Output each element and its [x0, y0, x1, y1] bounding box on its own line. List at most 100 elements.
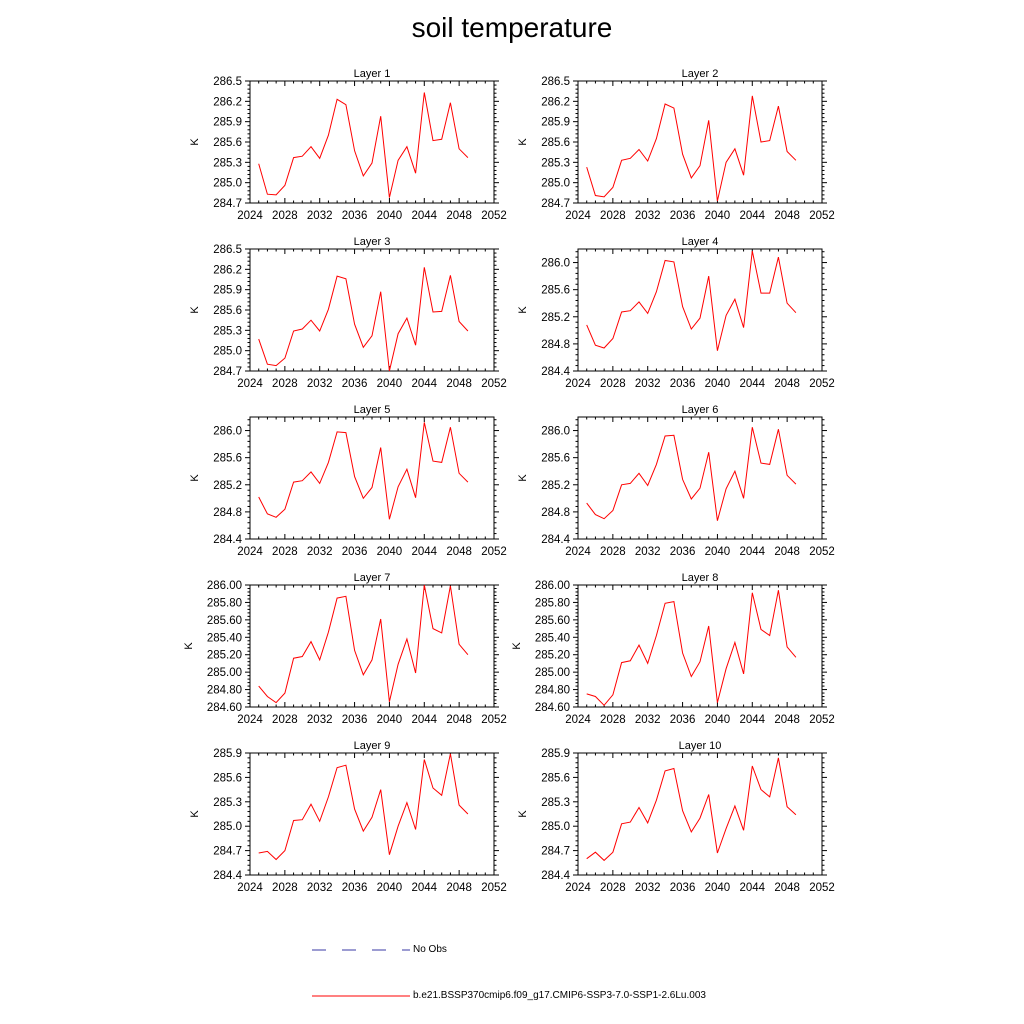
x-tick-label: 2044 [411, 546, 437, 558]
x-tick-label: 2040 [705, 714, 731, 726]
x-tick-label: 2036 [342, 210, 368, 222]
y-tick-label: 285.3 [213, 157, 242, 169]
panel-title: Layer 4 [682, 236, 719, 248]
y-tick-label: 285.6 [541, 772, 570, 784]
x-tick-label: 2024 [237, 882, 263, 894]
y-axis-label: K [189, 306, 201, 314]
chart-panel-1: Layer 1 K 2024 2028 2032 2036 2040 2044 2048 2052… [189, 68, 507, 222]
y-axis-label: K [511, 642, 523, 650]
panel-title: Layer 10 [679, 740, 722, 752]
panel-title: Layer 3 [354, 236, 391, 248]
y-tick-label: 284.80 [535, 685, 570, 697]
y-tick-label: 285.20 [207, 650, 242, 662]
x-tick-label: 2044 [739, 378, 765, 390]
x-tick-label: 2048 [446, 882, 472, 894]
x-tick-label: 2040 [705, 546, 731, 558]
y-tick-label: 284.60 [535, 702, 570, 714]
y-tick-label: 285.9 [213, 285, 242, 297]
y-axis-label: K [183, 642, 195, 650]
y-axis-label: K [517, 474, 529, 482]
x-tick-label: 2044 [411, 210, 437, 222]
x-tick-label: 2044 [739, 882, 765, 894]
y-tick-label: 286.2 [541, 96, 570, 108]
y-tick-label: 285.9 [541, 117, 570, 129]
x-tick-label: 2024 [565, 882, 591, 894]
x-tick-label: 2044 [411, 714, 437, 726]
y-tick-label: 285.9 [213, 117, 242, 129]
y-tick-label: 284.7 [541, 846, 570, 858]
x-tick-label: 2036 [342, 546, 368, 558]
x-tick-label: 2028 [272, 210, 298, 222]
y-axis-label: K [517, 306, 529, 314]
y-tick-label: 285.3 [541, 157, 570, 169]
x-tick-label: 2032 [307, 210, 333, 222]
x-tick-label: 2040 [705, 378, 731, 390]
y-tick-label: 286.00 [535, 580, 570, 592]
x-tick-label: 2052 [481, 714, 507, 726]
panel-title: Layer 1 [354, 68, 391, 80]
panel-title: Layer 5 [354, 404, 391, 416]
x-tick-label: 2032 [635, 378, 661, 390]
y-tick-label: 285.0 [213, 821, 242, 833]
y-tick-label: 284.60 [207, 702, 242, 714]
y-tick-label: 284.8 [541, 507, 570, 519]
x-tick-label: 2032 [307, 714, 333, 726]
x-tick-label: 2024 [237, 210, 263, 222]
x-tick-label: 2028 [600, 210, 626, 222]
x-tick-label: 2048 [774, 546, 800, 558]
y-tick-label: 285.40 [535, 632, 570, 644]
x-tick-label: 2048 [774, 714, 800, 726]
y-tick-label: 285.0 [541, 821, 570, 833]
x-tick-label: 2036 [342, 714, 368, 726]
y-axis-label: K [189, 810, 201, 818]
x-tick-label: 2040 [705, 210, 731, 222]
x-tick-label: 2048 [774, 210, 800, 222]
y-tick-label: 286.00 [207, 580, 242, 592]
plot-frame [249, 752, 495, 876]
y-tick-label: 284.7 [213, 366, 242, 378]
y-tick-label: 285.0 [213, 178, 242, 190]
chart-panel-7: Layer 7 K 2024 2028 2032 2036 2040 2044 2048 2052… [183, 572, 507, 726]
x-tick-label: 2028 [600, 882, 626, 894]
y-tick-label: 284.4 [541, 870, 570, 882]
x-tick-label: 2044 [739, 546, 765, 558]
x-tick-label: 2028 [272, 546, 298, 558]
y-tick-label: 285.6 [213, 772, 242, 784]
x-tick-label: 2028 [600, 714, 626, 726]
x-tick-label: 2048 [446, 546, 472, 558]
x-tick-label: 2032 [635, 714, 661, 726]
x-tick-label: 2032 [307, 378, 333, 390]
y-tick-label: 284.4 [541, 366, 570, 378]
y-tick-label: 284.7 [213, 198, 242, 210]
y-tick-label: 285.00 [207, 667, 242, 679]
plot-frame [249, 416, 495, 540]
y-tick-label: 284.8 [213, 507, 242, 519]
x-tick-label: 2036 [670, 378, 696, 390]
x-tick-label: 2044 [411, 378, 437, 390]
chart-panel-10: Layer 10 K 2024 2028 2032 2036 2040 2044 2048 205… [517, 740, 835, 894]
x-tick-label: 2052 [809, 378, 835, 390]
plot-frame [249, 584, 495, 708]
y-tick-label: 284.4 [541, 534, 570, 546]
series-line [586, 757, 797, 862]
plot-frame [577, 248, 823, 372]
x-tick-label: 2032 [307, 882, 333, 894]
y-tick-label: 284.8 [541, 339, 570, 351]
panel-title: Layer 2 [682, 68, 719, 80]
x-tick-label: 2040 [377, 714, 403, 726]
y-axis-label: K [189, 474, 201, 482]
x-tick-label: 2028 [272, 714, 298, 726]
y-tick-label: 285.6 [541, 137, 570, 149]
x-tick-label: 2044 [739, 210, 765, 222]
y-tick-label: 285.6 [213, 453, 242, 465]
y-tick-label: 285.80 [207, 597, 242, 609]
x-tick-label: 2024 [237, 546, 263, 558]
chart-panel-8: Layer 8 K 2024 2028 2032 2036 2040 2044 2048 2052… [511, 572, 835, 726]
x-tick-label: 2052 [481, 882, 507, 894]
x-tick-label: 2036 [342, 882, 368, 894]
x-tick-label: 2028 [600, 378, 626, 390]
chart-panel-2: Layer 2 K 2024 2028 2032 2036 2040 2044 2048 2052… [517, 68, 835, 222]
y-tick-label: 285.6 [541, 285, 570, 297]
chart-panel-4: Layer 4 K 2024 2028 2032 2036 2040 2044 2048 2052… [517, 236, 835, 390]
